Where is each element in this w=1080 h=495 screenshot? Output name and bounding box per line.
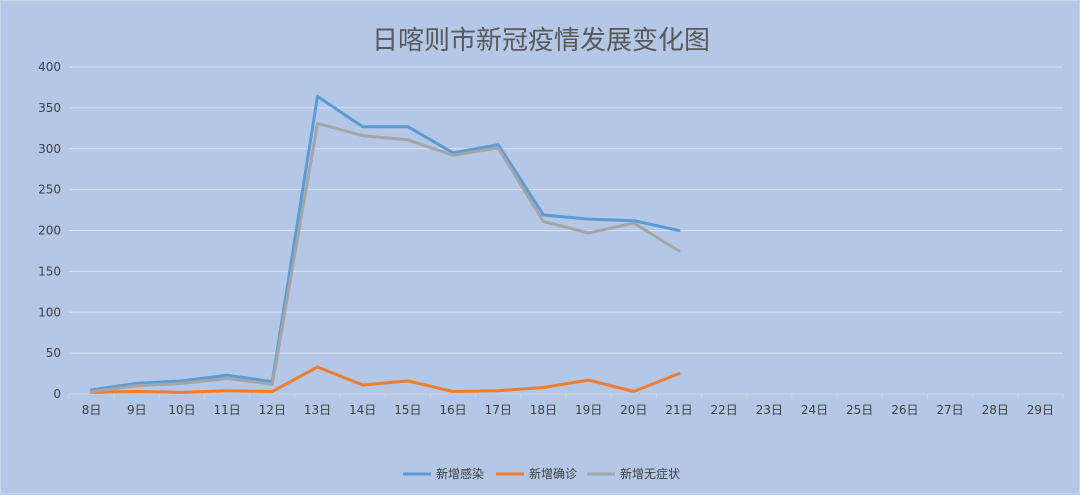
x-tick-label: 13日: [304, 403, 331, 417]
y-tick-label: 150: [38, 264, 61, 278]
x-tick-label: 16日: [439, 403, 466, 417]
x-tick-label: 8日: [82, 403, 102, 417]
series-line-3: [90, 121, 681, 393]
legend-label: 新增确诊: [529, 466, 577, 481]
x-tick-label: 20日: [620, 403, 647, 417]
legend-label: 新增无症状: [620, 466, 680, 481]
series-line-2: [90, 365, 681, 394]
x-tick-label: 12日: [259, 403, 286, 417]
series-line-1: [90, 94, 681, 392]
y-tick-label: 0: [53, 387, 61, 401]
legend: 新增感染 新增确诊 新增无症状: [403, 466, 680, 481]
chart-title: 日喀则市新冠疫情发展变化图: [372, 26, 710, 56]
x-tick-label: 10日: [168, 403, 195, 417]
x-tick-label: 21日: [665, 403, 692, 417]
y-tick-label: 100: [38, 305, 61, 319]
x-axis-ticks: 8日 9日 10日 11日 12日 13日 14日 15日 16日 17日 18日 19日 20日 21日…: [68, 394, 1064, 417]
y-tick-label: 400: [38, 60, 61, 74]
y-axis-ticks: 0 50 100 150 200 250 300 350 400: [38, 60, 61, 401]
x-tick-label: 25日: [846, 403, 873, 417]
legend-label: 新增感染: [436, 466, 484, 481]
x-tick-label: 18日: [530, 403, 557, 417]
x-tick-label: 14日: [349, 403, 376, 417]
y-tick-label: 300: [38, 142, 61, 156]
x-tick-label: 19日: [575, 403, 602, 417]
x-tick-label: 15日: [394, 403, 421, 417]
y-tick-label: 350: [38, 101, 61, 115]
y-tick-label: 200: [38, 224, 61, 238]
x-tick-label: 22日: [710, 403, 737, 417]
x-tick-label: 11日: [213, 403, 240, 417]
x-tick-label: 9日: [127, 403, 147, 417]
x-tick-label: 28日: [982, 403, 1009, 417]
gridlines: [69, 66, 1063, 395]
y-tick-label: 50: [46, 346, 61, 360]
x-tick-label: 17日: [485, 403, 512, 417]
series-lines: [90, 94, 681, 394]
x-tick-label: 26日: [891, 403, 918, 417]
y-tick-label: 250: [38, 183, 61, 197]
x-tick-label: 23日: [756, 403, 783, 417]
x-tick-label: 29日: [1027, 403, 1054, 417]
x-tick-label: 24日: [801, 403, 828, 417]
x-tick-label: 27日: [936, 403, 963, 417]
